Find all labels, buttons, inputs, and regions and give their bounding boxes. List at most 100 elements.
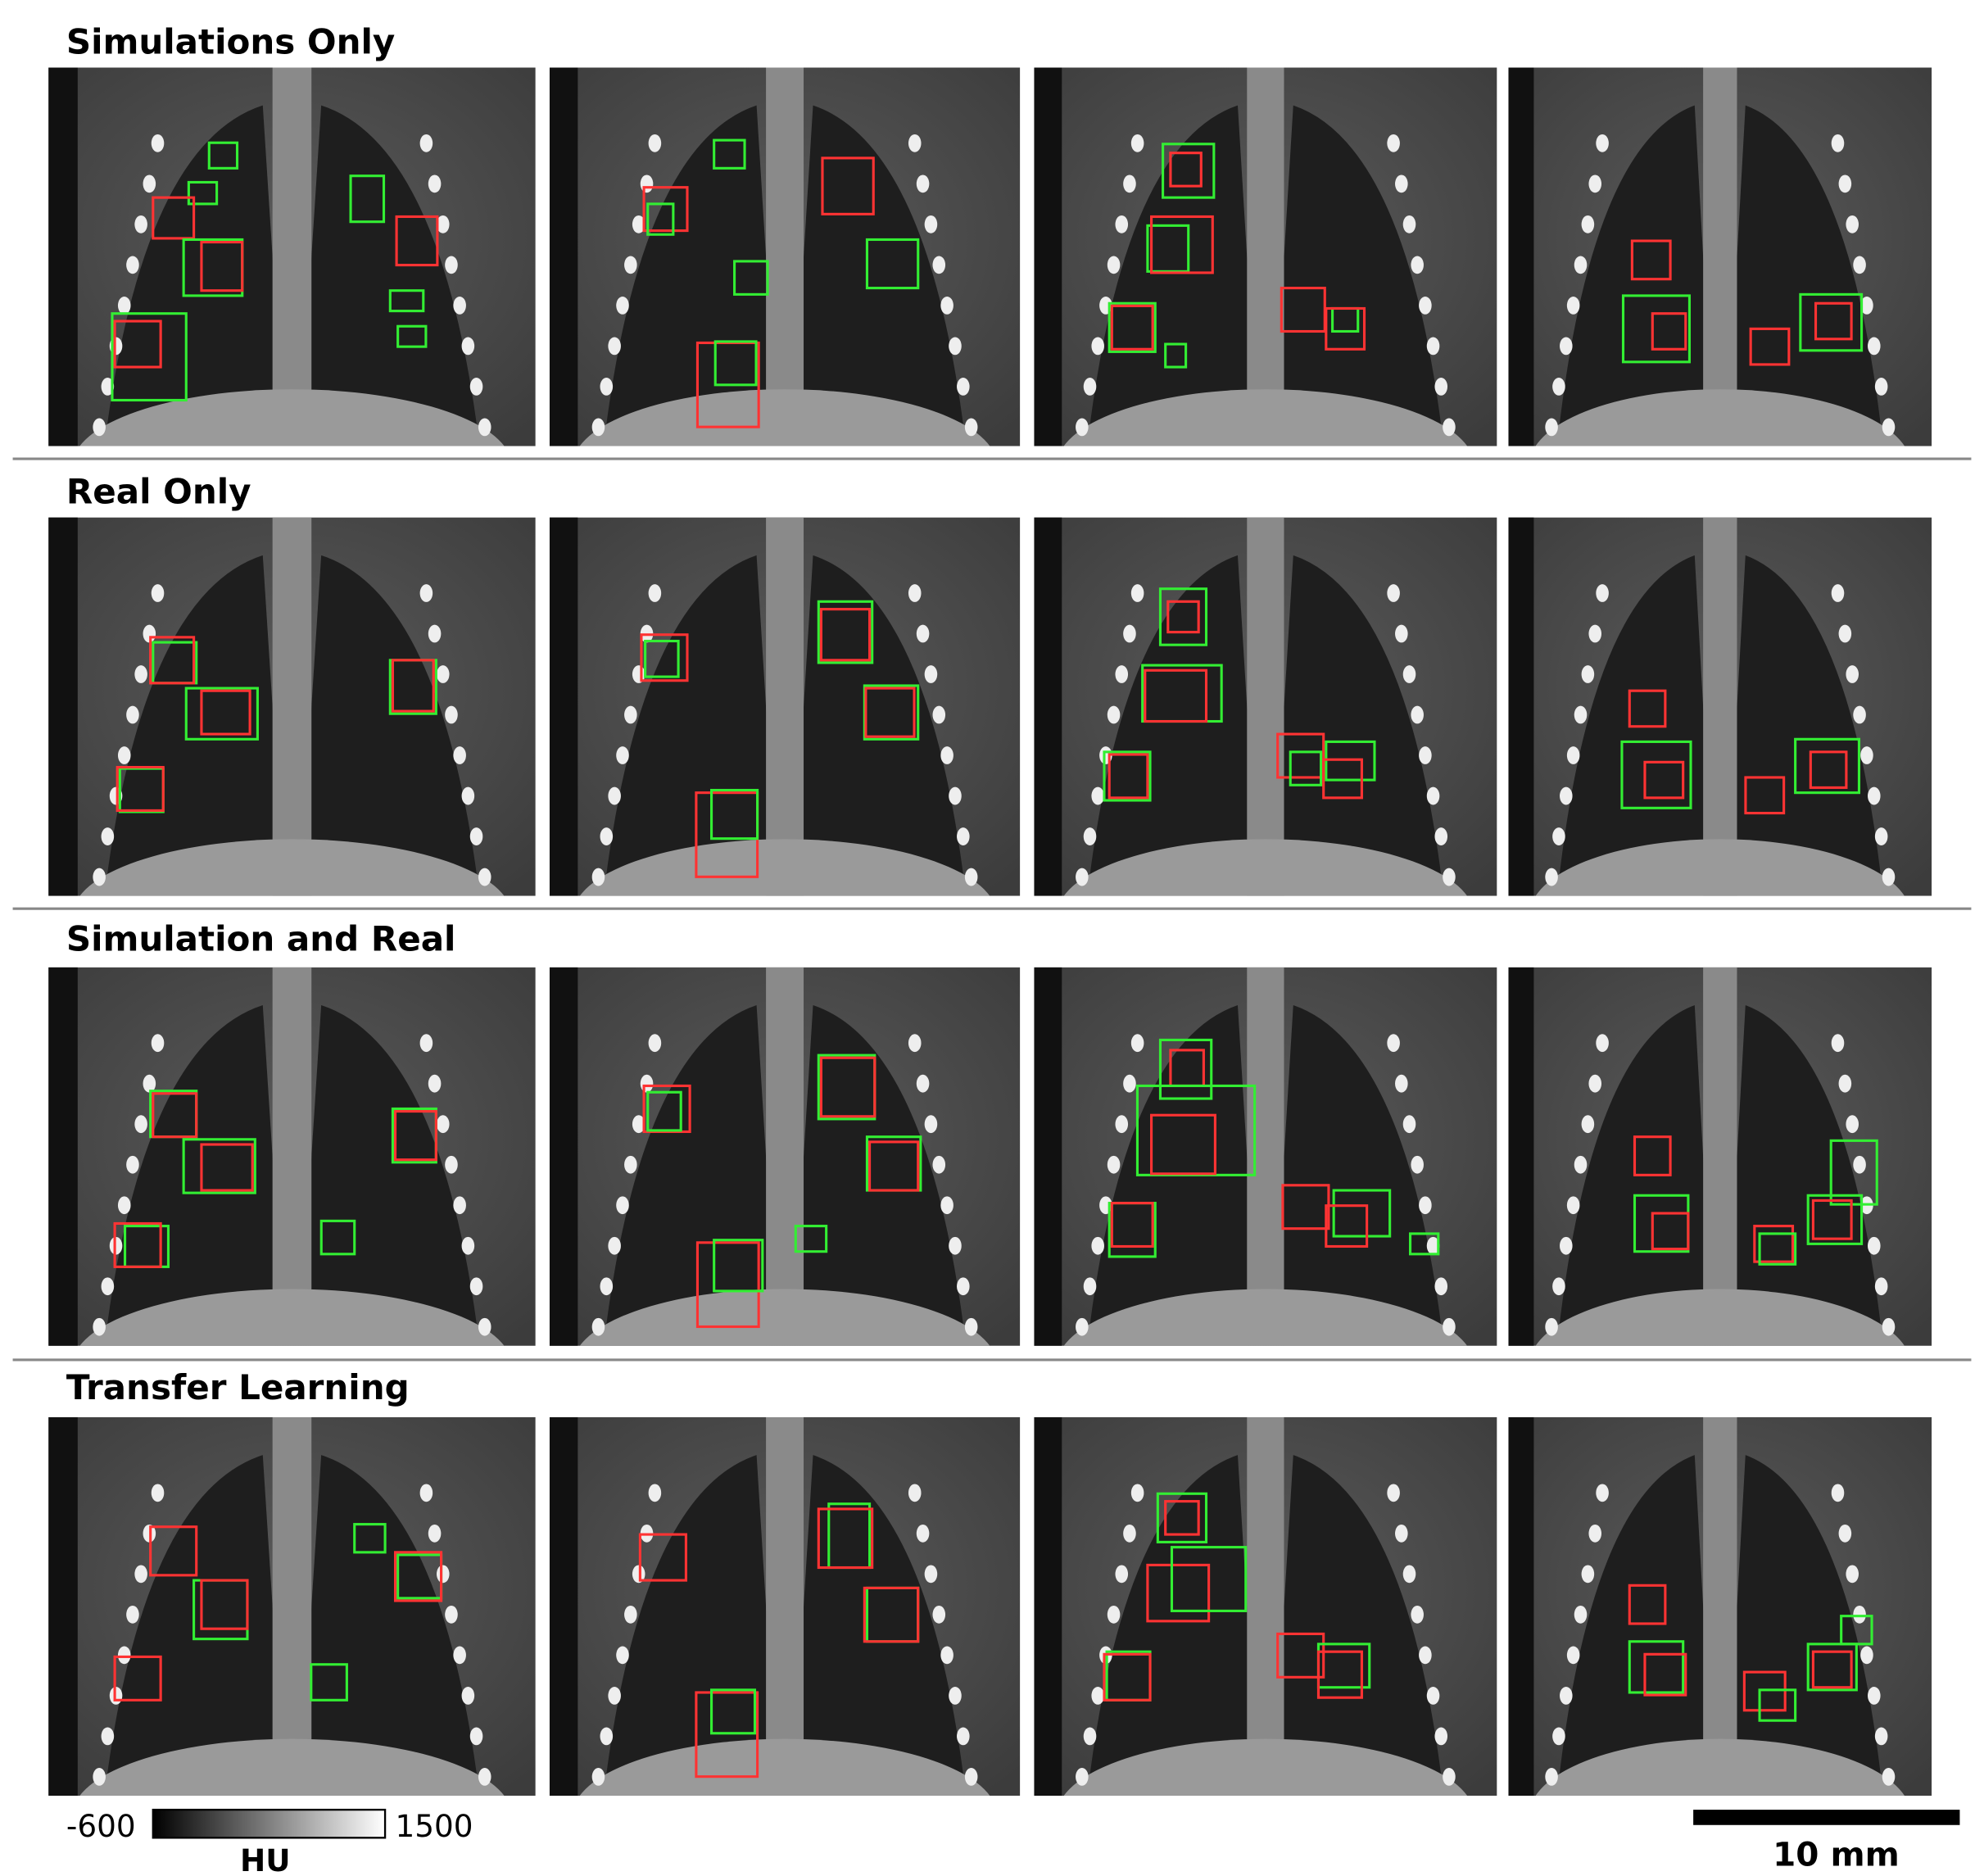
rib	[1091, 337, 1104, 356]
rib	[1560, 1686, 1573, 1705]
mediastinum	[272, 967, 312, 1346]
mediastinum	[272, 67, 312, 446]
row-title: Real Only	[66, 472, 251, 512]
rib	[1581, 1115, 1595, 1134]
rib	[616, 1646, 629, 1665]
lung	[605, 105, 776, 428]
rib	[419, 134, 433, 152]
rib	[924, 1115, 938, 1134]
ct-content	[549, 517, 1021, 896]
rib	[964, 418, 978, 437]
ct-content	[1034, 967, 1497, 1346]
lung	[794, 1004, 964, 1327]
rib	[428, 624, 442, 643]
lung	[106, 1004, 283, 1327]
rib	[469, 827, 483, 845]
lung	[106, 105, 283, 428]
ct-edge	[549, 1416, 578, 1796]
lung	[301, 1004, 478, 1327]
rib	[1596, 134, 1609, 152]
ground-truth-box	[113, 1221, 162, 1268]
rib	[648, 1484, 662, 1502]
rib	[469, 1277, 483, 1296]
ground-truth-box	[1811, 1650, 1853, 1689]
rib	[1874, 378, 1888, 396]
mediastinum	[1703, 67, 1737, 446]
rib	[600, 1277, 614, 1296]
ct-slice	[549, 517, 1021, 896]
ground-truth-box	[695, 1691, 759, 1779]
lung	[1275, 1004, 1442, 1327]
rib	[1107, 1605, 1121, 1624]
rib	[1130, 584, 1144, 602]
ct-content	[549, 67, 1021, 446]
rib	[1402, 1565, 1416, 1584]
rib	[1545, 868, 1558, 886]
ground-truth-box	[113, 319, 162, 369]
predicted-box	[349, 174, 386, 224]
rib	[957, 827, 970, 845]
rib	[1874, 827, 1888, 845]
ground-truth-box	[642, 186, 689, 233]
mediastinum	[766, 1416, 804, 1796]
ground-truth-box	[1146, 1563, 1211, 1623]
rib	[478, 1317, 491, 1336]
ct-edge	[1034, 967, 1062, 1346]
predicted-box	[1170, 1546, 1248, 1612]
rib	[1545, 1317, 1558, 1336]
rib	[964, 868, 978, 886]
rib	[1107, 705, 1121, 724]
ground-truth-box	[819, 608, 872, 662]
predicted-box	[1164, 342, 1188, 369]
predicted-box	[1758, 1232, 1797, 1266]
diaphragm	[79, 1738, 505, 1796]
ground-truth-box	[1753, 1225, 1795, 1263]
ground-truth-box	[393, 1551, 443, 1602]
predicted-box	[1103, 750, 1152, 802]
predicted-box	[713, 1239, 764, 1293]
mediastinum	[766, 517, 804, 896]
predicted-box	[1289, 750, 1323, 786]
rib	[1076, 868, 1089, 886]
rib	[964, 1317, 978, 1336]
lung	[794, 105, 964, 428]
rib	[1574, 1155, 1588, 1174]
ct-slice	[1508, 67, 1932, 446]
rib	[1076, 418, 1089, 437]
row-title: Transfer Learning	[66, 1367, 410, 1407]
rib	[1560, 786, 1573, 805]
row-title: Simulation and Real	[66, 919, 456, 959]
rib	[1552, 1727, 1565, 1746]
rib	[1566, 296, 1580, 315]
ground-truth-box	[1811, 1199, 1853, 1240]
predicted-box	[1794, 737, 1861, 795]
rib	[1434, 1727, 1448, 1746]
rib	[1846, 1115, 1859, 1134]
rib	[1123, 624, 1136, 643]
ground-truth-box	[200, 241, 244, 292]
rib	[957, 378, 970, 396]
scale-bar-label: 10 mm	[1773, 1835, 1900, 1874]
rib	[134, 215, 147, 233]
predicted-box	[1628, 1640, 1685, 1694]
rib	[949, 337, 962, 356]
rib	[1115, 1115, 1129, 1134]
rib	[419, 1034, 433, 1053]
rib	[453, 1646, 466, 1665]
diaphragm	[579, 839, 990, 896]
rib	[591, 868, 605, 886]
lung	[1728, 105, 1882, 428]
rib	[608, 1686, 621, 1705]
predicted-box	[396, 324, 428, 348]
rib	[591, 418, 605, 437]
rib	[1574, 1605, 1588, 1624]
rib	[1395, 1074, 1408, 1093]
ct-slice	[1508, 1416, 1932, 1796]
rib	[1566, 1196, 1580, 1215]
rib	[143, 1074, 156, 1093]
rib	[1560, 1236, 1573, 1255]
rib	[1831, 1484, 1845, 1502]
ground-truth-box	[1103, 1652, 1152, 1702]
rib	[1434, 827, 1448, 845]
lung	[301, 555, 478, 877]
